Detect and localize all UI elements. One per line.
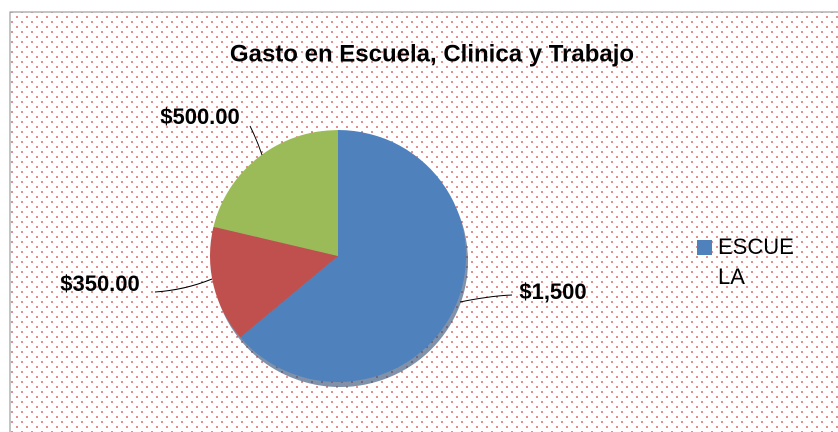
leader-line — [154, 278, 213, 293]
pie-slice — [240, 130, 466, 382]
pie-slice — [210, 226, 338, 338]
chart-title: Gasto en Escuela, Clinica y Trabajo — [230, 40, 634, 67]
legend-swatch — [697, 240, 712, 255]
data-label: $500.00 — [160, 104, 240, 129]
legend-label: ESCUELA — [718, 234, 794, 289]
data-label: $1,500 — [519, 279, 586, 304]
leader-line — [459, 294, 513, 303]
pie-slice — [213, 130, 338, 256]
leader-line — [249, 125, 263, 156]
data-label: $350.00 — [60, 271, 140, 296]
